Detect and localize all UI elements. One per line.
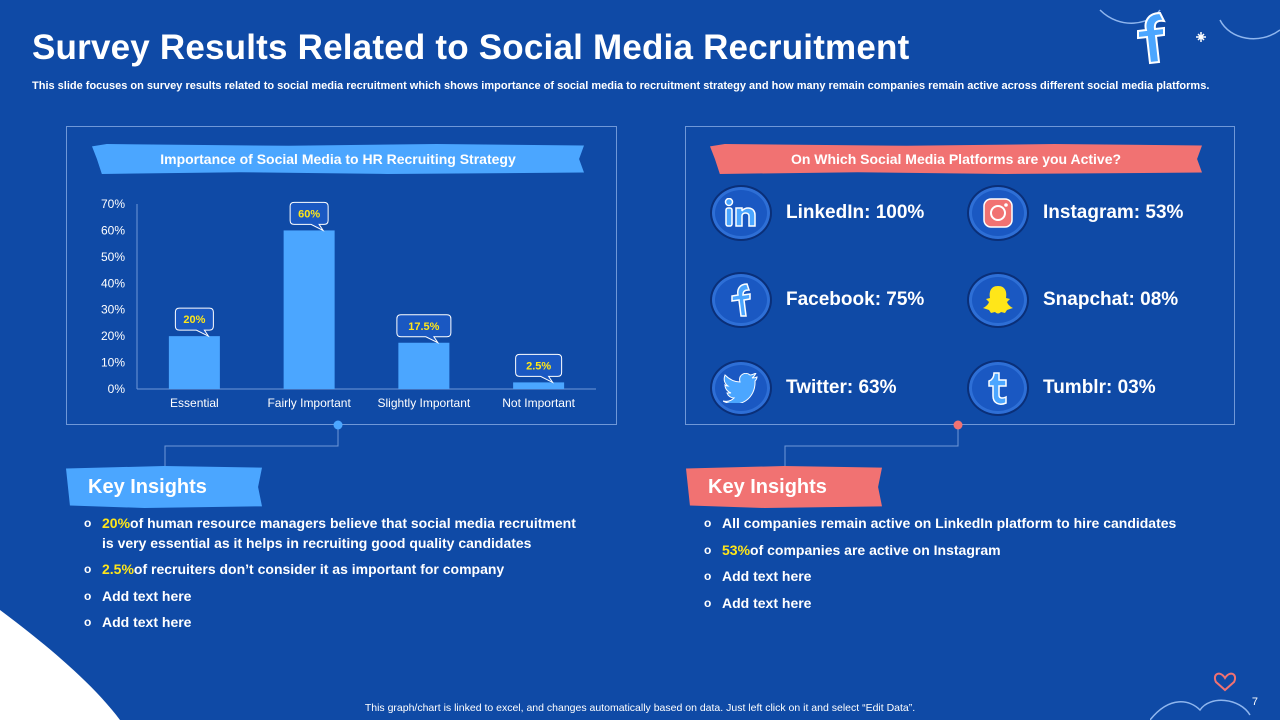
- list-item: o Add text here: [704, 594, 1204, 614]
- footer-note: This graph/chart is linked to excel, and…: [364, 702, 916, 714]
- bullet-icon: o: [84, 588, 92, 603]
- bar: [168, 336, 220, 389]
- list-item: o 53%of companies are active on Instagram: [704, 541, 1204, 561]
- data-label-bubble: [515, 353, 563, 384]
- chart-banner: Importance of Social Media to HR Recruit…: [92, 144, 584, 174]
- platform-instagram: Instagram: 53%: [967, 185, 1183, 241]
- page-title: Survey Results Related to Social Media R…: [32, 28, 910, 67]
- list-item: o Add text here: [84, 587, 584, 607]
- platform-facebook: Facebook: 75%: [710, 272, 924, 328]
- bullet-icon: o: [704, 569, 712, 583]
- highlight-value: 20%: [102, 515, 131, 531]
- platform-label: Tumblr: 03%: [1043, 377, 1156, 398]
- bar-chart[interactable]: 0% 10% 20% 30% 40% 50% 60% 70% Essential 20% Fairl…: [66, 190, 617, 420]
- platforms-banner: On Which Social Media Platforms are you …: [710, 144, 1202, 174]
- data-label-bubble: [174, 307, 214, 338]
- x-tick-label: Fairly Important: [267, 396, 351, 410]
- bullet-icon: o: [704, 516, 712, 530]
- twitter-icon: [710, 360, 772, 416]
- top-right-cloud-decoration: [1099, 9, 1280, 42]
- y-tick-label: 10%: [101, 356, 125, 370]
- right-insights-list: o All companies remain active on LinkedIn…: [704, 514, 1204, 620]
- left-insights-heading: Key Insights: [66, 466, 262, 508]
- right-insights-heading: Key Insights: [686, 466, 882, 508]
- y-tick-label: 60%: [101, 223, 125, 237]
- y-tick-label: 50%: [101, 250, 125, 264]
- linkedin-icon: [710, 185, 772, 241]
- y-tick-label: 30%: [101, 303, 125, 317]
- insight-text: Add text here: [722, 594, 812, 611]
- instagram-icon: [967, 185, 1029, 241]
- insight-text: All companies remain active on LinkedIn …: [722, 515, 1177, 531]
- list-item: o 2.5%of recruiters don’t consider it as …: [84, 560, 584, 580]
- page-number: 7: [1251, 696, 1258, 708]
- insight-text: of human resource managers believe that …: [102, 515, 576, 551]
- data-label: 2.5%: [526, 360, 551, 372]
- highlight-value: 53%: [722, 541, 751, 558]
- right-connector: [784, 420, 963, 468]
- bullet-icon: o: [704, 595, 712, 610]
- platform-label: LinkedIn: 100%: [786, 202, 925, 223]
- x-tick-label: Not Important: [502, 396, 575, 410]
- page-subtitle: This slide focuses on survey results rel…: [32, 80, 1210, 92]
- list-item: o 20%of human resource managers believe t…: [84, 514, 584, 553]
- platform-label: Twitter: 63%: [786, 377, 897, 398]
- highlight-value: 2.5%: [102, 561, 134, 577]
- y-tick-label: 20%: [101, 329, 125, 343]
- platform-twitter: Twitter: 63%: [710, 360, 897, 416]
- facebook-logo-decoration: [1137, 11, 1166, 65]
- snapchat-icon: [967, 272, 1029, 328]
- data-label: 17.5%: [408, 321, 439, 333]
- platform-tumblr: Tumblr: 03%: [967, 360, 1156, 416]
- list-item: o Add text here: [84, 613, 584, 633]
- insight-text: Add text here: [102, 587, 192, 604]
- insight-text: of companies are active on Instagram: [750, 541, 1001, 558]
- bullet-icon: o: [84, 615, 92, 629]
- bullet-icon: o: [704, 542, 712, 557]
- platform-label: Facebook: 75%: [786, 289, 925, 310]
- bullet-icon: o: [84, 516, 92, 530]
- platform-linkedin: LinkedIn: 100%: [710, 185, 924, 241]
- list-item: o All companies remain active on LinkedIn…: [704, 514, 1204, 534]
- data-label: 20%: [183, 314, 205, 326]
- y-tick-label: 70%: [101, 197, 125, 211]
- list-item: o Add text here: [704, 567, 1204, 587]
- x-tick-label: Slightly Important: [378, 396, 471, 410]
- y-tick-label: 40%: [101, 276, 125, 290]
- insight-text: Add text here: [722, 568, 812, 584]
- tumblr-icon: [967, 360, 1029, 416]
- platform-label: Instagram: 53%: [1043, 202, 1184, 223]
- y-tick-label: 0%: [108, 382, 126, 396]
- bottom-left-wave-decoration: [0, 610, 120, 720]
- facebook-icon: [710, 272, 772, 328]
- platform-snapchat: Snapchat: 08%: [967, 272, 1178, 328]
- data-label-bubble: [289, 201, 329, 232]
- bullet-icon: o: [84, 562, 92, 576]
- bar: [283, 230, 335, 389]
- x-tick-label: Essential: [170, 396, 219, 410]
- bar: [398, 342, 450, 389]
- bar: [513, 382, 565, 389]
- data-label: 60%: [298, 208, 320, 220]
- bottom-right-heart-decoration: [1150, 672, 1251, 720]
- insight-text: Add text here: [102, 614, 192, 630]
- left-insights-list: o 20%of human resource managers believe t…: [84, 514, 584, 640]
- platform-label: Snapchat: 08%: [1043, 289, 1179, 310]
- insight-text: of recruiters don’t consider it as impor…: [133, 561, 505, 577]
- data-label-bubble: [396, 314, 452, 345]
- left-connector: [164, 420, 343, 468]
